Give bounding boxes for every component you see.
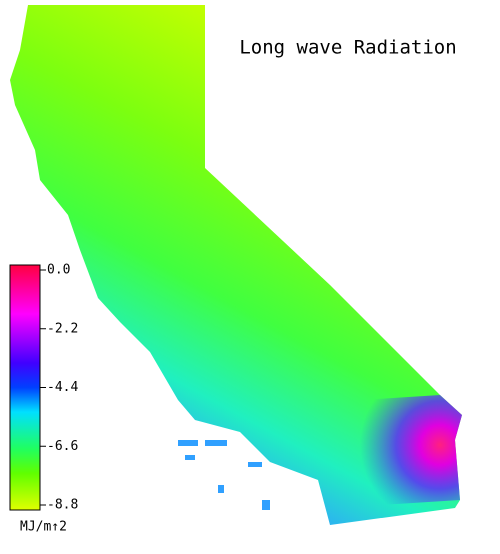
channel-islands	[178, 440, 270, 510]
colorbar-gradient	[9, 264, 41, 511]
land	[10, 5, 462, 525]
island	[262, 500, 270, 510]
island	[205, 440, 227, 446]
tick-label: -2.2	[47, 321, 78, 336]
map-title: Long wave Radiation	[239, 37, 456, 59]
tick-label: -6.6	[47, 439, 78, 454]
tick-label: -4.4	[47, 380, 78, 395]
hot-region	[350, 395, 462, 505]
tick-label: -8.8	[47, 498, 78, 513]
island	[185, 455, 195, 460]
california-map	[10, 5, 462, 525]
island	[218, 485, 224, 493]
tick-label: 0.0	[47, 263, 70, 278]
island	[178, 440, 198, 446]
colorbar-unit: MJ/m↑2	[20, 520, 67, 535]
colorbar: 0.0 -2.2 -4.4 -6.6 -8.8	[9, 263, 78, 513]
island	[248, 462, 262, 467]
